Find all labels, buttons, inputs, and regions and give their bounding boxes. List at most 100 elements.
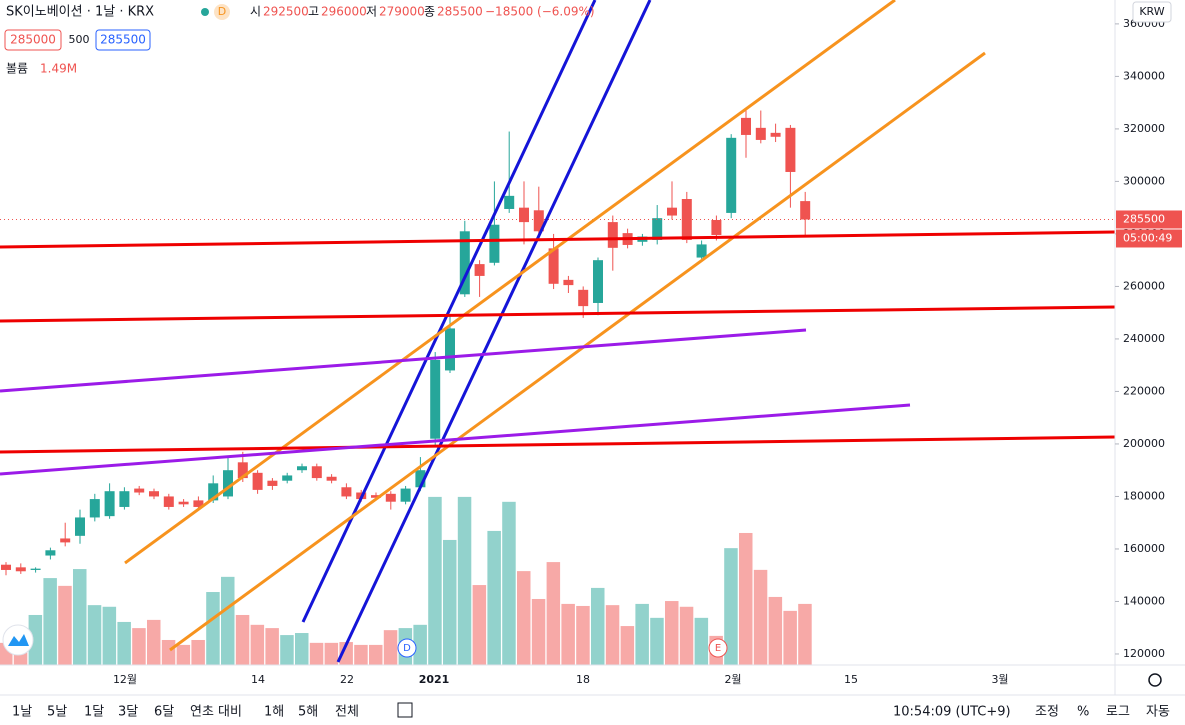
range-button[interactable]: 3달 xyxy=(118,705,138,720)
range-button[interactable]: 1달 xyxy=(84,705,104,720)
candle-body xyxy=(415,470,426,488)
volume-bar xyxy=(265,628,279,665)
candle-body xyxy=(267,480,278,486)
range-button[interactable]: 1해 xyxy=(264,705,284,720)
volume-bar xyxy=(295,633,309,665)
interval-badge: D xyxy=(218,5,226,18)
range-button[interactable]: 6달 xyxy=(154,705,174,720)
volume-bar xyxy=(561,603,575,665)
logo-icon xyxy=(8,634,29,646)
candle-body xyxy=(311,466,322,479)
spread: 500 xyxy=(69,33,90,46)
volume-bar xyxy=(443,539,457,665)
range-button[interactable]: 연초 대비 xyxy=(190,705,242,720)
x-tick-label: 2월 xyxy=(724,673,741,686)
volume-value: 1.49M xyxy=(40,62,77,76)
candle-body xyxy=(696,244,707,258)
ask: 285500 xyxy=(100,33,146,47)
ohlc-value: 279000 xyxy=(379,5,425,19)
y-tick-label: 260000 xyxy=(1123,279,1165,292)
volume-bar xyxy=(472,585,487,665)
volume-bar xyxy=(87,605,102,665)
candle-body xyxy=(607,222,618,248)
y-tick-label: 140000 xyxy=(1123,594,1165,607)
volume-bar xyxy=(339,642,353,665)
candle-body xyxy=(504,195,515,209)
candle-body xyxy=(237,462,248,479)
y-tick-label: 200000 xyxy=(1123,437,1165,450)
event-marker[interactable] xyxy=(397,638,417,658)
volume-bar xyxy=(176,644,191,665)
event-marker[interactable] xyxy=(708,638,728,658)
candle-body xyxy=(134,488,145,493)
volume-bar xyxy=(768,596,783,665)
candle-body xyxy=(548,248,559,284)
date-range-icon[interactable] xyxy=(397,702,413,718)
bid-box xyxy=(4,29,62,51)
x-tick-label: 18 xyxy=(576,673,590,686)
ohlc-label: 시 xyxy=(250,5,261,19)
volume-bar xyxy=(413,624,427,665)
y-tick-label: 340000 xyxy=(1123,69,1165,82)
candle-body xyxy=(297,466,307,471)
candle-body xyxy=(755,127,766,140)
logo[interactable] xyxy=(2,624,34,656)
candle-body xyxy=(223,470,233,497)
volume-bar xyxy=(428,496,442,665)
ohlc: 시 292500 고 296000 저 279000 종 285500 xyxy=(250,5,483,19)
countdown: 05:00:49 xyxy=(1123,231,1172,244)
x-tick-label: 12월 xyxy=(113,673,137,686)
candle-body xyxy=(489,224,500,263)
volume-bar xyxy=(383,630,398,665)
toolbar: 1날 5날 1달 3달 6달 연초 대비 1해 5해 전체 10:54:09 (UTC+9) 조정%… xyxy=(12,705,1170,720)
volume-bar xyxy=(739,532,753,665)
candle-body xyxy=(430,359,441,439)
candle-body xyxy=(385,493,396,502)
ohlc-value: 296000 xyxy=(321,5,367,19)
trend-line xyxy=(0,328,807,393)
candle-body xyxy=(252,472,263,490)
candle-body xyxy=(711,220,722,235)
option-button[interactable]: 자동 xyxy=(1146,705,1170,720)
settings-icon[interactable] xyxy=(1148,673,1162,687)
volume-bar xyxy=(576,605,590,665)
option-button[interactable]: 로그 xyxy=(1106,705,1130,720)
volume-bar xyxy=(132,628,146,665)
volume-bar xyxy=(635,603,649,665)
range-button[interactable]: 1날 xyxy=(12,705,32,720)
candle-body xyxy=(800,201,811,220)
volume-bar xyxy=(605,605,620,665)
option-button[interactable]: 조정 xyxy=(1035,705,1059,720)
candle-body xyxy=(785,127,796,172)
volume-bar xyxy=(487,530,501,665)
range-button[interactable]: 전체 xyxy=(335,705,359,720)
volume-bar xyxy=(650,617,664,665)
ohlc-label: 고 xyxy=(308,5,319,19)
option-button[interactable]: % xyxy=(1077,705,1089,720)
range-button[interactable]: 5날 xyxy=(47,705,67,720)
trend-line xyxy=(0,435,1116,454)
last-price-label: 285500 xyxy=(1123,212,1165,225)
volume-bar xyxy=(206,592,220,665)
candle-body xyxy=(1,564,11,570)
range-button[interactable]: 5해 xyxy=(298,705,318,720)
status-dot xyxy=(201,8,209,16)
volume-label: 볼륨 xyxy=(6,62,28,76)
candle-body xyxy=(208,483,219,501)
x-tick-label: 3월 xyxy=(991,673,1008,686)
x-tick-label: 14 xyxy=(251,673,265,686)
time-axis: 12월 14 22 2021 18 2월 15 3월 xyxy=(113,673,1009,686)
volume-bar xyxy=(679,606,694,665)
volume-bar xyxy=(591,587,605,665)
y-tick-label: 160000 xyxy=(1123,542,1165,555)
ohlc-label: 종 xyxy=(424,5,435,19)
candle-body xyxy=(15,567,26,572)
candle-body xyxy=(75,517,85,536)
candle-body xyxy=(341,487,352,497)
volume-bar xyxy=(280,635,294,665)
volume-bar xyxy=(665,601,679,665)
logo-circle[interactable] xyxy=(2,624,34,656)
event-label: E xyxy=(715,643,721,654)
volume-bar xyxy=(798,603,812,665)
